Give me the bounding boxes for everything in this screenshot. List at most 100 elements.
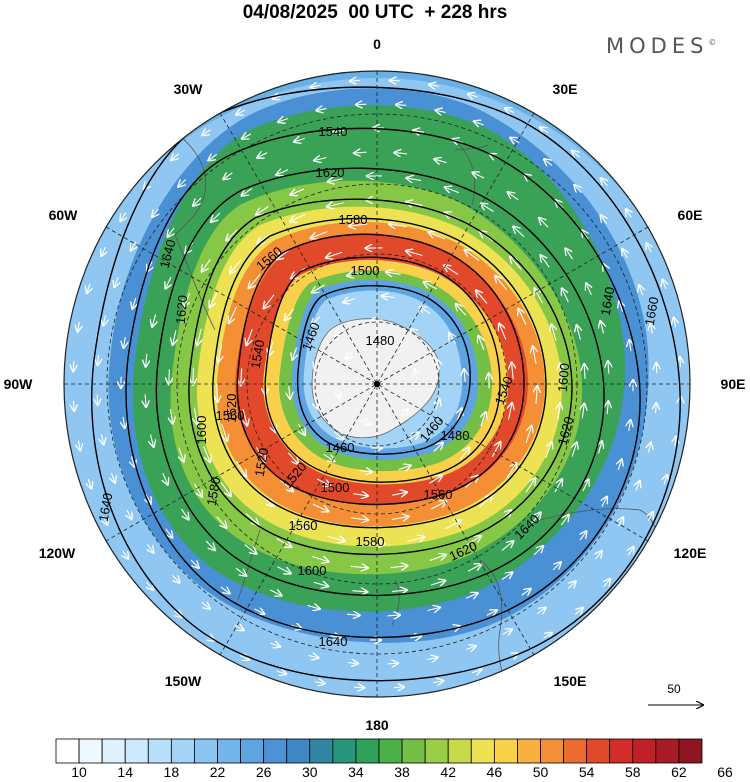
wind-arrow	[510, 257, 522, 270]
wind-arrow	[165, 276, 171, 289]
wind-arrow	[525, 426, 532, 444]
wind-arrow	[572, 151, 580, 158]
wind-arrow	[245, 512, 259, 525]
lon-label-30w: 30W	[174, 81, 204, 97]
lon-label-90w: 90W	[4, 376, 34, 392]
contour-label: 1480	[441, 428, 470, 443]
wind-arrow	[193, 367, 194, 385]
wind-arrow	[545, 442, 552, 459]
wind-arrow	[314, 397, 317, 409]
wind-arrow	[383, 344, 394, 347]
wind-arrow	[536, 608, 545, 614]
wind-arrow	[292, 347, 296, 360]
wind-arrow	[481, 412, 486, 427]
wind-arrow	[540, 255, 550, 268]
wind-arrow	[220, 481, 231, 496]
colorbar-tick-labels: 10141822263034384246505458626670	[0, 764, 750, 782]
contour-label: 1500	[351, 263, 380, 278]
contour-label: 1520	[224, 394, 239, 423]
wind-arrow	[351, 518, 368, 520]
wind-arrow	[560, 515, 568, 526]
contour-label: 1640	[598, 286, 618, 317]
contour-label: 1600	[194, 416, 209, 445]
colorbar-swatch	[332, 738, 357, 764]
wind-arrow	[394, 153, 408, 154]
wind-arrow	[360, 421, 371, 424]
wind-arrow	[356, 104, 367, 105]
wind-arrow	[465, 593, 478, 598]
wind-arrow	[114, 277, 118, 287]
wind-arrow	[327, 203, 344, 207]
colorbar-swatch	[655, 738, 680, 764]
wind-arrow	[359, 470, 373, 472]
wind-arrow	[540, 127, 549, 133]
colorbar-swatch	[424, 738, 449, 764]
wind-arrow	[391, 517, 409, 520]
wind-arrow	[312, 503, 329, 511]
wind-arrow	[435, 110, 446, 112]
contour-label: 1560	[424, 487, 453, 502]
wind-arrow	[316, 478, 330, 486]
colorbar-tick-label: 50	[532, 764, 549, 780]
wind-arrow	[534, 288, 544, 304]
wind-arrow	[680, 357, 681, 368]
wind-arrow	[284, 308, 295, 321]
wind-arrow	[290, 518, 307, 528]
colorbar-tick-label: 18	[163, 764, 180, 780]
wind-arrow	[313, 582, 328, 586]
wind-arrow	[202, 259, 211, 271]
wind-arrow	[150, 434, 153, 447]
wind-arrow	[478, 336, 484, 350]
wind-arrow	[152, 314, 155, 327]
lon-label-120e: 120E	[674, 545, 707, 561]
wind-arrow	[574, 608, 583, 615]
wind-arrow	[234, 625, 244, 630]
wind-arrow	[290, 189, 305, 195]
colorbar-tick-label: 66	[717, 764, 733, 780]
wind-arrow	[230, 259, 242, 273]
wind-arrow	[221, 423, 227, 441]
wind-arrow	[327, 536, 345, 541]
wind-arrow	[582, 230, 589, 240]
wind-arrow	[347, 663, 358, 664]
wind-arrow	[601, 178, 608, 187]
wind-arrow	[254, 609, 264, 614]
wind-arrow	[335, 329, 345, 336]
colorbar-swatch	[678, 738, 703, 764]
wind-arrow	[337, 388, 340, 399]
wind-arrow	[572, 442, 577, 457]
wind-arrow	[465, 250, 480, 261]
wind-arrow	[415, 369, 418, 380]
contour-label: 1640	[96, 492, 116, 523]
reference-vector-label: 50	[667, 682, 681, 696]
wind-arrow	[311, 85, 321, 87]
wind-arrow	[662, 279, 665, 290]
brand-name: MODES	[606, 34, 709, 58]
wind-arrow	[502, 629, 512, 634]
lon-label-0: 0	[373, 36, 381, 52]
contour-label: 1640	[319, 634, 348, 649]
colorbar-swatch	[147, 738, 172, 764]
colorbar-swatch	[447, 738, 472, 764]
wind-arrow	[350, 80, 361, 81]
wind-arrow	[601, 215, 607, 225]
wind-arrow	[223, 173, 233, 180]
colorbar-swatch	[470, 738, 495, 764]
wind-arrow	[307, 605, 320, 608]
wind-arrow	[239, 655, 249, 659]
wind-arrow	[544, 159, 553, 165]
wind-arrow	[354, 152, 367, 153]
contour-label: 1560	[289, 518, 318, 533]
wind-arrow	[618, 459, 622, 471]
wind-arrow	[584, 364, 585, 379]
wind-arrow	[235, 567, 246, 575]
brand-mark: ©	[708, 38, 717, 47]
wind-arrow	[539, 218, 549, 228]
wind-arrow	[387, 615, 400, 616]
wind-arrow	[649, 442, 651, 453]
wind-arrow	[316, 109, 327, 111]
wind-arrow	[465, 646, 476, 649]
colorbar-swatch	[632, 738, 657, 764]
colorbar-swatch	[124, 738, 149, 764]
contour-label: 1540	[319, 124, 348, 139]
